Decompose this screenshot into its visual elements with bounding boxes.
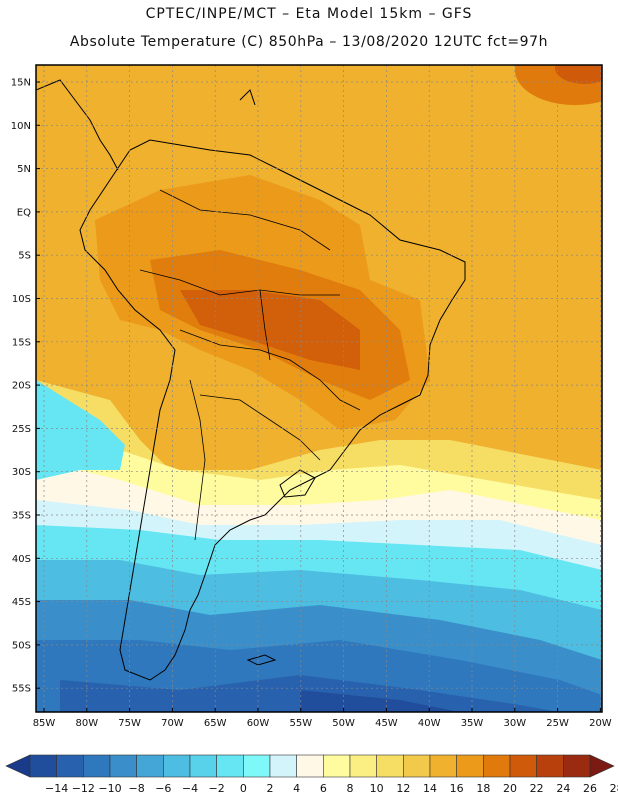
colorbar-label: 24	[556, 782, 570, 795]
colorbar-swatch	[109, 754, 137, 778]
lat-label: 25S	[12, 424, 31, 435]
colorbar-label: −10	[98, 782, 121, 795]
colorbar-swatch	[163, 754, 191, 778]
lon-label: 50W	[332, 718, 355, 729]
lat-label: 10N	[11, 121, 31, 132]
lat-label: 40S	[12, 554, 31, 565]
colorbar-labels: −14 −12 −10 −8 −6 −4 −2 0 2 4 6 8 10 12 14 16 18 20 22 24 26…	[45, 782, 618, 795]
map-frame	[35, 64, 603, 713]
continent-outlines	[36, 79, 466, 681]
colorbar-label: −14	[45, 782, 68, 795]
chart-title-line2: Absolute Temperature (C) 850hPa – 13/08/…	[69, 34, 549, 50]
lat-label: 15S	[12, 337, 31, 348]
rio-de-la-plata	[279, 469, 316, 498]
colorbar-swatch	[456, 754, 484, 778]
lat-label: 55S	[12, 684, 31, 695]
colorbar-label: 18	[476, 782, 490, 795]
colorbar-label: 26	[583, 782, 597, 795]
lon-label: 75W	[118, 718, 141, 729]
lon-label: 25W	[546, 718, 569, 729]
colorbar-label: 4	[293, 782, 300, 795]
colorbar-swatch	[349, 754, 377, 778]
lon-label: 70W	[161, 718, 184, 729]
colorbar-label: 20	[503, 782, 517, 795]
colorbar-label: 8	[347, 782, 354, 795]
colorbar-swatch	[509, 754, 537, 778]
caribbean-island	[239, 89, 256, 106]
colorbar-swatch	[429, 754, 457, 778]
colorbar-swatch	[136, 754, 164, 778]
colorbar-swatch	[563, 754, 591, 778]
colorbar-label: −4	[182, 782, 198, 795]
colorbar-swatch	[83, 754, 111, 778]
chart-title-line1: CPTEC/INPE/MCT – Eta Model 15km – GFS	[145, 6, 473, 22]
graticule	[36, 65, 602, 712]
colorbar-label: 14	[423, 782, 437, 795]
colorbar	[5, 754, 615, 778]
falkland-islands	[246, 654, 277, 666]
colorbar-label: 22	[530, 782, 544, 795]
lon-label: 45W	[375, 718, 398, 729]
lon-label: 85W	[33, 718, 56, 729]
colorbar-swatch	[323, 754, 351, 778]
lat-label: 15N	[11, 78, 31, 89]
lat-label: 10S	[12, 294, 31, 305]
colorbar-max-arrow	[589, 754, 615, 778]
colorbar-label: 16	[450, 782, 464, 795]
colorbar-swatch	[483, 754, 511, 778]
temperature-field	[36, 65, 602, 712]
colorbar-label: 10	[370, 782, 384, 795]
colorbar-swatch	[269, 754, 297, 778]
colorbar-swatch	[403, 754, 431, 778]
colorbar-swatch	[296, 754, 324, 778]
lat-label: EQ	[17, 207, 31, 218]
colorbar-swatch	[56, 754, 84, 778]
colorbar-label: −12	[72, 782, 95, 795]
colorbar-swatch	[536, 754, 564, 778]
lon-label: 55W	[289, 718, 312, 729]
lon-label: 60W	[247, 718, 270, 729]
colorbar-label: 28	[610, 782, 618, 795]
colorbar-label: −8	[129, 782, 145, 795]
colorbar-label: 2	[267, 782, 274, 795]
colorbar-min-arrow	[5, 754, 31, 778]
lat-label: 50S	[12, 640, 31, 651]
central-america-coastline	[36, 79, 119, 171]
colorbar-label: 0	[240, 782, 247, 795]
colorbar-swatch	[216, 754, 244, 778]
lat-label: 5S	[18, 251, 31, 262]
colorbar-label: 12	[396, 782, 410, 795]
colorbar-swatch	[243, 754, 271, 778]
colorbar-label: −6	[155, 782, 171, 795]
lat-label: 35S	[12, 511, 31, 522]
lat-label: 45S	[12, 597, 31, 608]
colorbar-label: −2	[209, 782, 225, 795]
latitude-labels: 15N 10N 5N EQ 5S 10S 15S 20S 25S 30S 35S 40S 45S 50S 5…	[11, 78, 40, 695]
lat-label: 5N	[17, 164, 31, 175]
lon-label: 65W	[204, 718, 227, 729]
lon-label: 30W	[503, 718, 526, 729]
lon-label: 35W	[461, 718, 484, 729]
lon-label: 20W	[589, 718, 612, 729]
lon-label: 80W	[75, 718, 98, 729]
lat-label: 20S	[12, 381, 31, 392]
colorbar-swatch	[29, 754, 57, 778]
lat-label: 30S	[12, 467, 31, 478]
south-america-coastline	[79, 139, 466, 681]
colorbar-swatch	[376, 754, 404, 778]
colorbar-swatch	[189, 754, 217, 778]
lon-label: 40W	[418, 718, 441, 729]
longitude-labels: 85W 80W 75W 70W 65W 60W 55W 50W 45W 40W 35W 30W 25W 2…	[33, 708, 612, 729]
colorbar-label: 6	[320, 782, 327, 795]
